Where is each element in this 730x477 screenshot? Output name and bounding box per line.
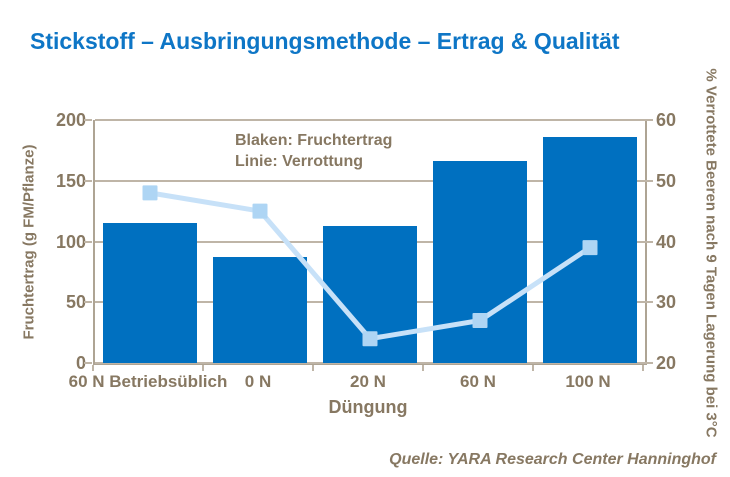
y-tick-label-left: 0: [75, 353, 86, 373]
y-tick-label-left: 150: [55, 170, 86, 191]
bottom-tick-mark: [532, 365, 534, 371]
bottom-tick-mark: [312, 365, 314, 371]
plot-area: Blaken: Fruchtertrag Linie: Verrottung: [93, 119, 647, 365]
y-tick-label-right: 30: [656, 292, 677, 313]
y-tick-label-right: 20: [656, 353, 677, 373]
bottom-tick-mark: [92, 365, 94, 371]
line-marker: [472, 313, 488, 328]
bars-layer: [95, 120, 645, 363]
y-tick-label-left: 200: [55, 110, 86, 130]
verrottung-line: [149, 190, 592, 342]
bottom-tick-mark: [202, 365, 204, 371]
chart-title: Stickstoff – Ausbringungsmethode – Ertra…: [30, 28, 620, 54]
y-tick-label-right: 60: [656, 110, 677, 130]
bar: [433, 161, 527, 363]
left-axis-tick-labels: 200 150 100 50 0: [42, 110, 86, 373]
x-tick-label: 60 N: [460, 372, 496, 391]
legend-line-label: Linie: Verrottung: [235, 153, 363, 170]
legend: Blaken: Fruchtertrag Linie: Verrottung: [235, 130, 392, 172]
x-tick-label: 0 N: [244, 372, 272, 391]
line-series: [142, 185, 598, 347]
x-axis-title: Düngung: [328, 397, 408, 417]
right-axis-title: % Verrottete Beeren nach 9 Tagen Lagerun…: [702, 68, 720, 438]
gridline: [95, 119, 645, 121]
right-axis-tick-labels: 60 50 40 30 20: [656, 110, 696, 373]
y-tick-label-right: 50: [656, 170, 677, 191]
bar: [213, 257, 307, 363]
line-marker: [362, 331, 378, 347]
x-tick-label: 100 N: [565, 372, 611, 391]
y-tick-label-left: 50: [65, 292, 86, 313]
bottom-tick-mark: [642, 365, 644, 371]
bar: [103, 223, 197, 363]
line-marker: [142, 185, 158, 201]
x-tick-label: 20 N: [350, 372, 386, 391]
source-credit: Quelle: YARA Research Center Hanninghof: [389, 451, 716, 468]
y-tick-label-right: 40: [656, 231, 677, 252]
x-tick-label: 60 N Betriebsüblich: [68, 372, 228, 391]
x-axis-tick-labels: 60 N Betriebsüblich 0 N 20 N 60 N 100 N: [69, 372, 643, 394]
gridline: [95, 362, 645, 364]
y-tick-label-left: 100: [55, 231, 86, 252]
left-axis-title: Fruchtertrag (g FM/Pflanze): [20, 144, 38, 340]
gridline: [95, 179, 645, 182]
bottom-tick-mark: [422, 365, 424, 371]
line-marker: [252, 203, 268, 219]
legend-bars-label: Blaken: Fruchtertrag: [235, 132, 393, 149]
line-marker: [582, 240, 598, 256]
